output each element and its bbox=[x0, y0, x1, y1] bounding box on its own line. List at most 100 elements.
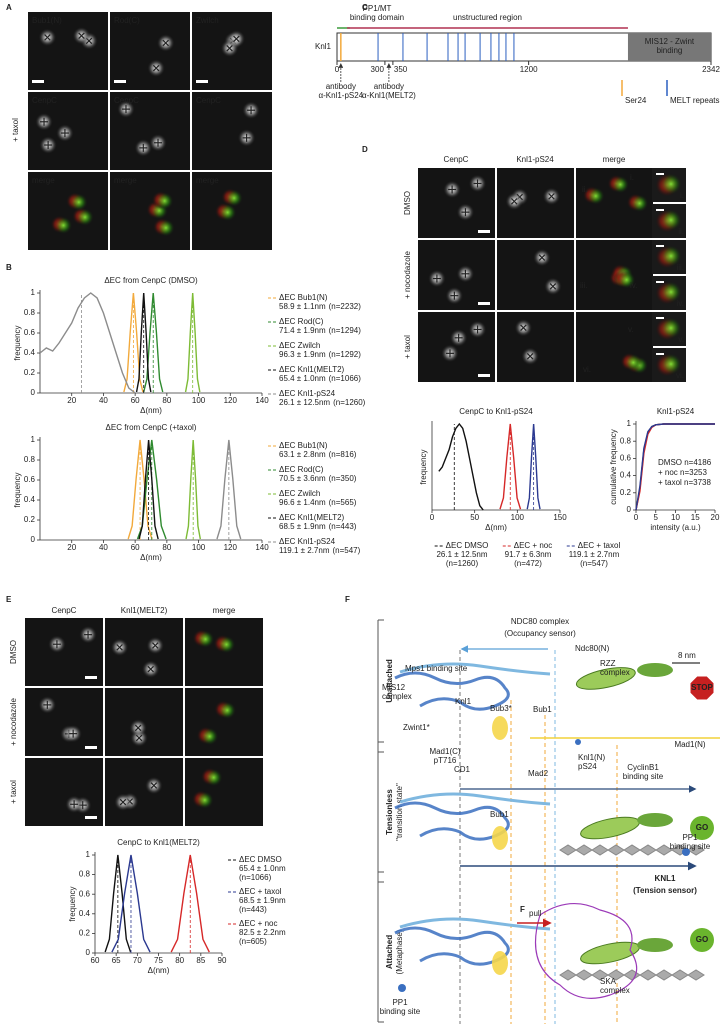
y-tick-label: 0 bbox=[627, 505, 632, 514]
scale-bar bbox=[478, 302, 490, 305]
series-line bbox=[526, 423, 541, 510]
spot-marker bbox=[69, 729, 78, 738]
y-tick-label: 0.4 bbox=[620, 471, 632, 480]
legend-label: ΔEC + taxol bbox=[239, 887, 282, 896]
spot-marker bbox=[139, 143, 148, 152]
microtubule bbox=[591, 844, 609, 856]
panel-letter: E bbox=[6, 595, 12, 604]
antibody-label: antibody bbox=[374, 82, 404, 91]
row-label: + nocodazole bbox=[403, 251, 412, 299]
column-header: Knl1(MELT2) bbox=[121, 606, 168, 615]
microtubule bbox=[559, 969, 577, 981]
spot bbox=[630, 194, 649, 213]
legend-label: ΔEC Knl1-pS24 bbox=[279, 537, 336, 546]
knl1-ribbon bbox=[394, 801, 510, 841]
inset-label: vi. bbox=[676, 371, 684, 380]
inset-label: ii. bbox=[678, 227, 684, 236]
spot-marker bbox=[233, 35, 240, 43]
cross bbox=[116, 644, 123, 651]
tick-label: 0 bbox=[335, 65, 340, 74]
micrograph bbox=[110, 172, 190, 250]
inset bbox=[652, 348, 686, 382]
go-sign bbox=[690, 816, 714, 840]
series-line bbox=[170, 854, 210, 953]
scale-bar bbox=[656, 245, 664, 247]
spot-marker bbox=[44, 34, 51, 41]
x-tick-label: 75 bbox=[154, 956, 163, 965]
cross bbox=[78, 32, 85, 39]
x-tick-label: 40 bbox=[99, 543, 108, 552]
bub bbox=[492, 826, 508, 850]
legend-count: (n=1066) bbox=[239, 873, 272, 882]
y-tick-label: 1 bbox=[31, 288, 36, 297]
spot-marker bbox=[247, 106, 256, 115]
x-tick-label: 65 bbox=[112, 956, 121, 965]
scale-bar bbox=[656, 317, 664, 319]
image-background bbox=[28, 12, 108, 90]
spot-marker bbox=[242, 133, 251, 142]
spot-marker bbox=[43, 700, 52, 709]
micrograph bbox=[185, 618, 263, 686]
rzz bbox=[637, 663, 673, 677]
ska bbox=[534, 902, 638, 999]
x-tick-label: 90 bbox=[218, 956, 227, 965]
microtubule bbox=[687, 969, 705, 981]
diagram-label: CyclinB1 bbox=[627, 763, 659, 772]
spot-marker bbox=[152, 64, 160, 72]
domain-label: PP1/MT bbox=[363, 4, 392, 13]
spot bbox=[586, 187, 605, 206]
x-tick-label: 100 bbox=[511, 513, 525, 522]
spot bbox=[217, 635, 236, 654]
legend-label: ΔEC Knl1(MELT2) bbox=[279, 513, 345, 522]
cross bbox=[44, 34, 51, 41]
spot bbox=[200, 727, 219, 746]
y-tick-label: 0.6 bbox=[79, 889, 91, 898]
series-line bbox=[216, 439, 242, 540]
tick-label: 300 bbox=[371, 65, 385, 74]
spot-marker bbox=[60, 129, 69, 138]
y-tick-label: 1 bbox=[31, 435, 36, 444]
x-axis-label: Δ(nm) bbox=[148, 966, 170, 975]
cross bbox=[548, 193, 555, 200]
micrograph bbox=[418, 168, 495, 238]
diagram-label: Knl1(N) bbox=[578, 753, 605, 762]
scale-bar bbox=[32, 80, 44, 83]
domain-label: binding domain bbox=[350, 13, 404, 22]
diagram-label: complex bbox=[382, 692, 412, 701]
legend-stat: 58.9 ± 1.1nm bbox=[279, 302, 326, 311]
legend-count: (n=1260) bbox=[333, 398, 366, 407]
diagram-label: RZZ bbox=[600, 659, 616, 668]
legend-label: ΔEC Rod(C) bbox=[279, 465, 324, 474]
micrograph bbox=[28, 172, 108, 250]
knl1-ribbon bbox=[394, 926, 510, 966]
row-label: + taxol bbox=[403, 335, 412, 359]
legend-count: (n=2232) bbox=[329, 302, 362, 311]
legend-stat: 96.3 ± 1.9nm bbox=[279, 350, 326, 359]
x-tick-label: 85 bbox=[196, 956, 205, 965]
spot bbox=[196, 630, 215, 649]
legend-label: ΔEC DMSO bbox=[446, 541, 489, 550]
y-axis-label: cumulative frequency bbox=[609, 429, 618, 505]
chart-title: ΔEC from CenpC (DMSO) bbox=[104, 276, 198, 285]
region-label: v. bbox=[628, 325, 634, 334]
legend-count: (n=350) bbox=[329, 474, 357, 483]
complex-subtitle: (Occupancy sensor) bbox=[504, 629, 576, 638]
region-label: vi. bbox=[583, 365, 591, 374]
micrograph bbox=[576, 240, 653, 310]
cross bbox=[134, 724, 142, 732]
image-label: merge bbox=[114, 176, 137, 185]
micrograph bbox=[497, 168, 574, 238]
diagram-label: Mad2 bbox=[528, 769, 549, 778]
legend-count: (n=1260) bbox=[446, 559, 479, 568]
y-tick-label: 0.2 bbox=[24, 368, 36, 377]
series-line bbox=[138, 439, 159, 540]
antibody-label: α-Knl1(MELT2) bbox=[362, 91, 416, 100]
spot-marker bbox=[538, 254, 546, 261]
micrograph bbox=[25, 688, 103, 756]
legend-stat: 71.4 ± 1.9nm bbox=[279, 326, 326, 335]
spot bbox=[156, 218, 175, 237]
row-label: DMSO bbox=[9, 640, 18, 664]
image-background bbox=[418, 312, 495, 382]
diagram-label: binding site bbox=[670, 842, 711, 851]
spot-marker bbox=[445, 349, 454, 358]
